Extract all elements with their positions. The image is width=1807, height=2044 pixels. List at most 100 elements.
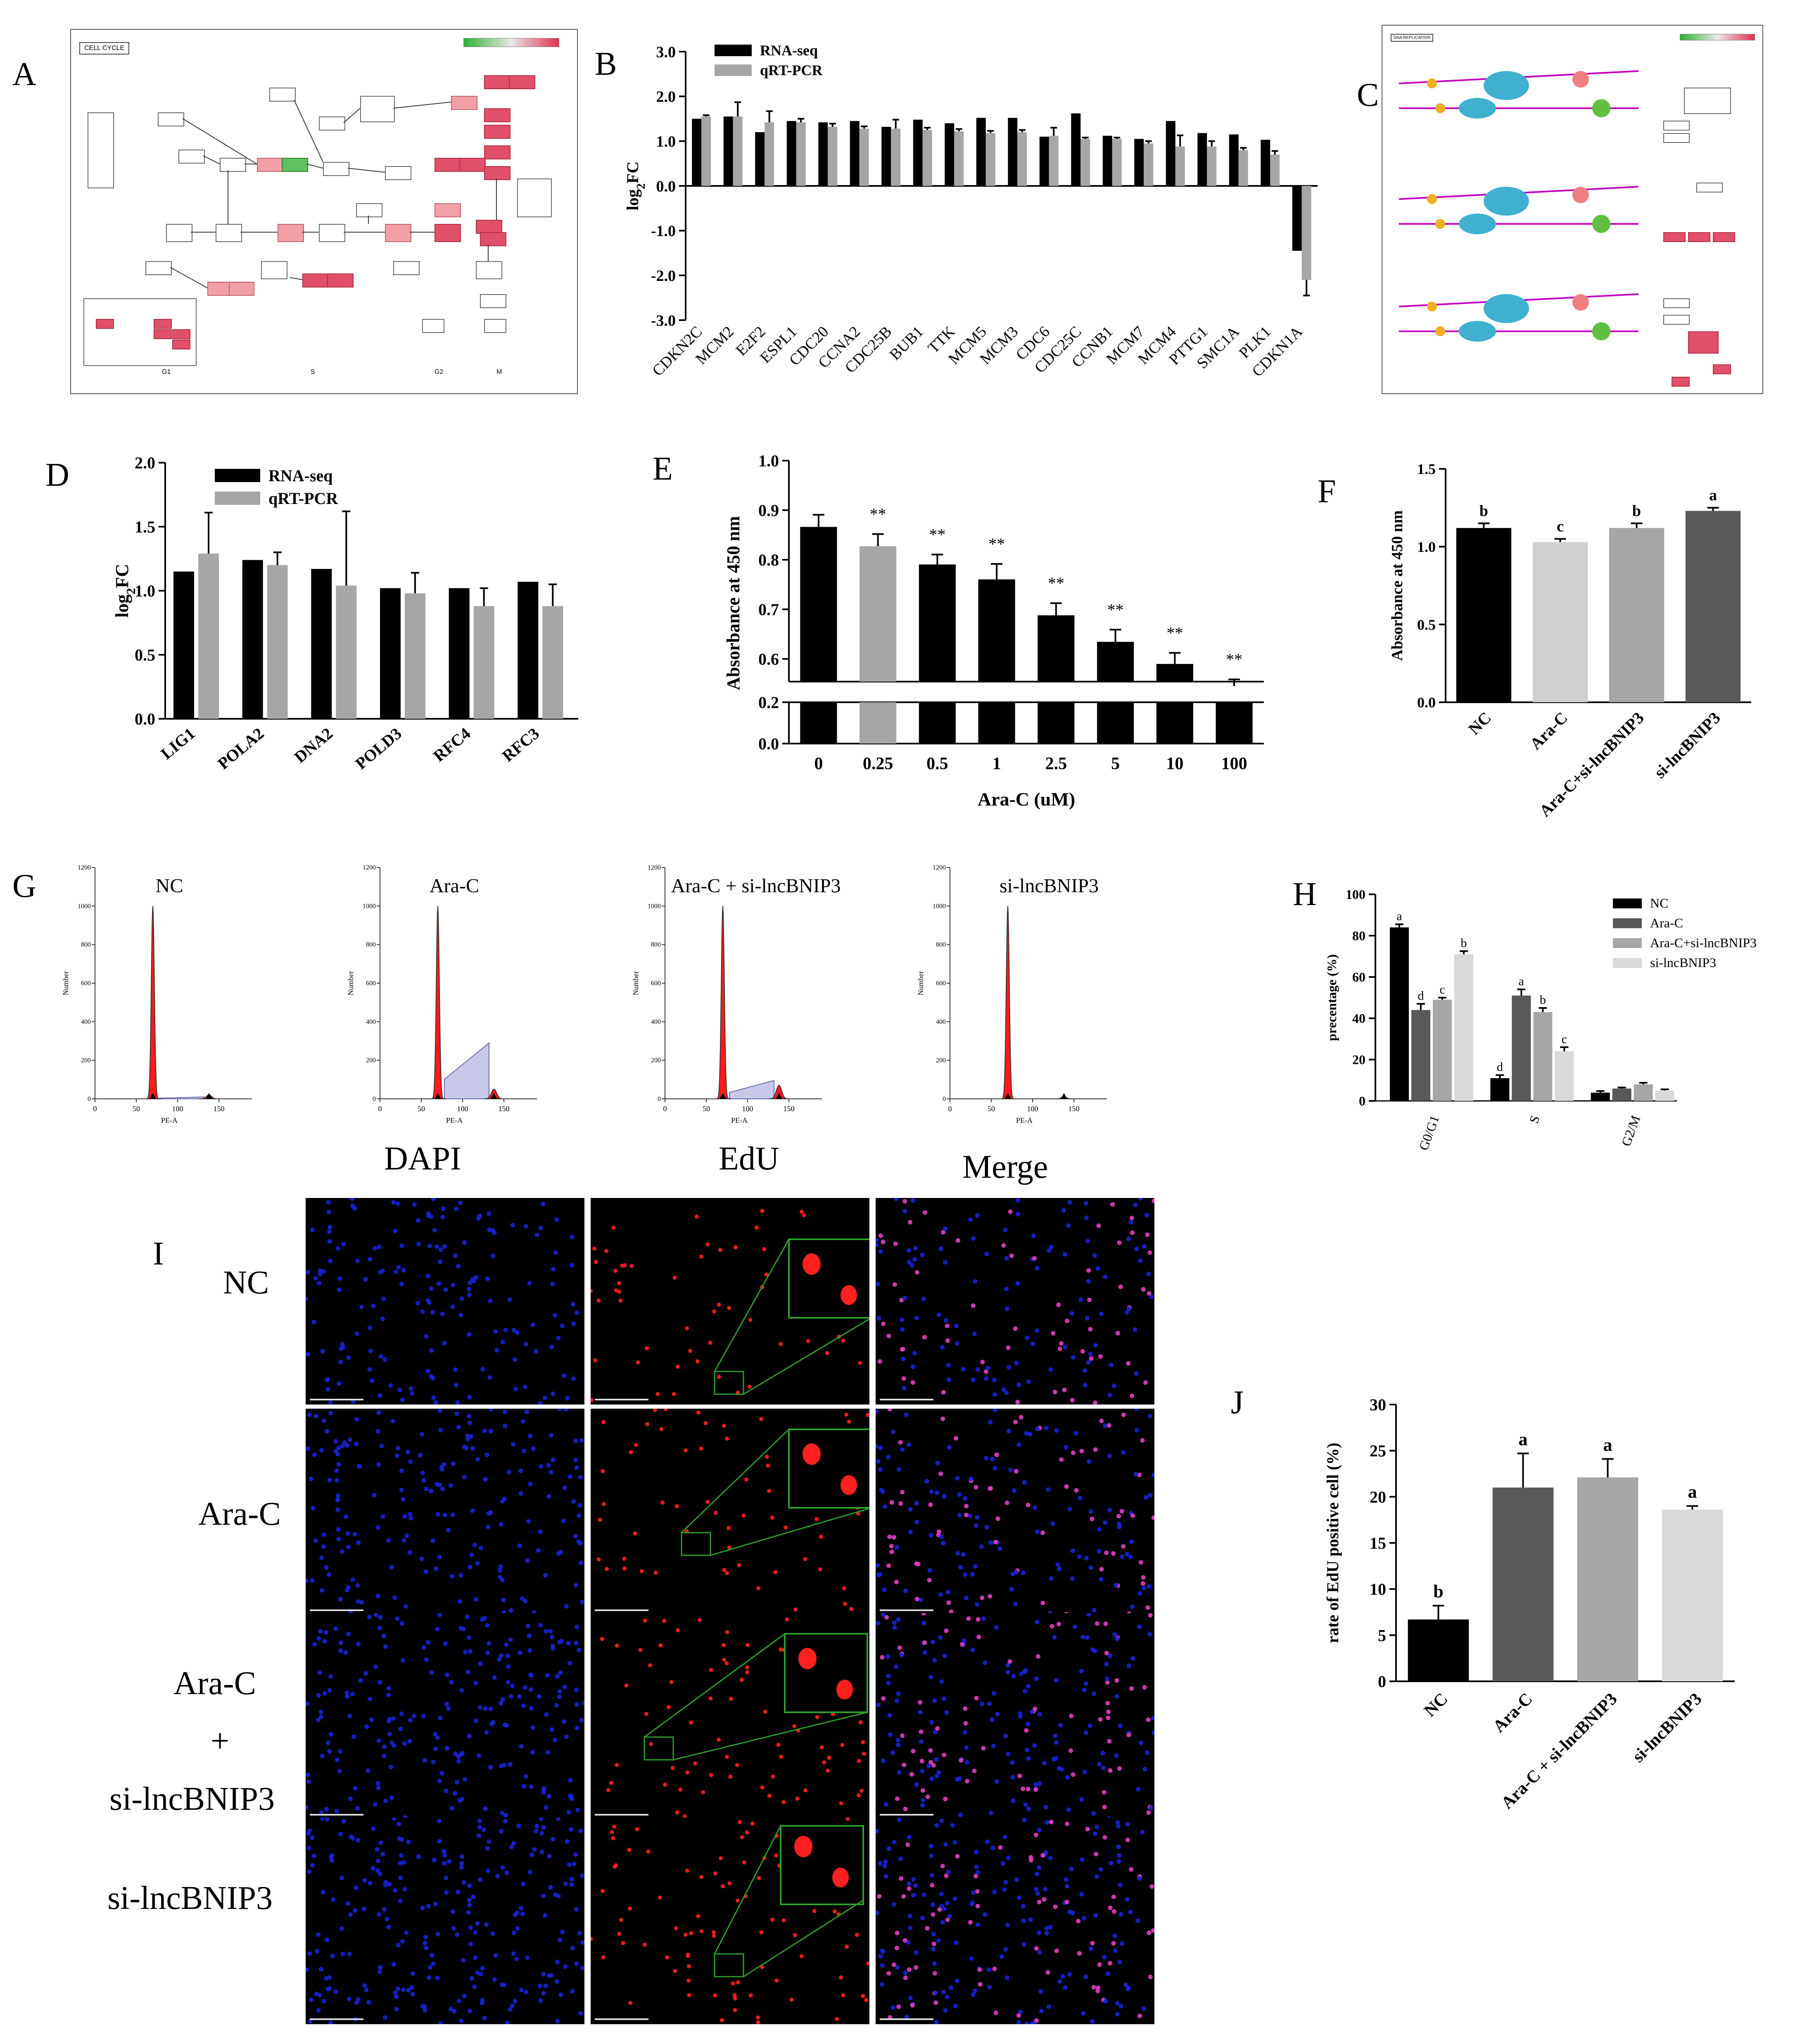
cell-nucleus (994, 1625, 999, 1630)
chart-g-x-tick-label: 150 (784, 1105, 795, 1113)
cell-nucleus (905, 1842, 910, 1847)
cell-nucleus (549, 1345, 554, 1350)
cell-nucleus (565, 1839, 570, 1844)
cell-nucleus (886, 1563, 891, 1568)
cell-nucleus (557, 1409, 562, 1412)
cell-nucleus (472, 1984, 477, 1989)
cell-nucleus (718, 1248, 722, 1252)
primase-shape (1572, 187, 1589, 203)
cell-nucleus (402, 1741, 407, 1746)
kegg-node (1684, 88, 1731, 114)
cell-nucleus (1018, 1711, 1023, 1716)
kegg-phase-g1: G1 (162, 368, 171, 376)
chart-g-y-tick-label: 1000 (933, 903, 946, 910)
cell-nucleus (554, 1979, 559, 1984)
cell-nucleus (426, 1274, 431, 1279)
chart-e-upper-y-tick-label: 0.6 (758, 650, 779, 668)
cell-nucleus (896, 2004, 901, 2009)
cell-nucleus (418, 1453, 423, 1458)
cell-nucleus (397, 1836, 402, 1841)
cell-nucleus (306, 1446, 310, 1451)
chart-f-bar (1456, 528, 1512, 702)
cell-nucleus (1139, 1560, 1144, 1565)
cell-nucleus (324, 1565, 329, 1570)
chart-d-bar (198, 554, 219, 719)
cell-nucleus (947, 1913, 952, 1918)
cell-nucleus (819, 1745, 824, 1749)
cell-nucleus (578, 1828, 583, 1833)
cell-nucleus (1035, 1426, 1040, 1431)
cell-nucleus (1045, 1820, 1050, 1825)
cell-nucleus (378, 1840, 383, 1845)
cell-nucleus (467, 1414, 472, 1419)
cell-nucleus (803, 1788, 808, 1793)
cell-nucleus (563, 1964, 568, 1969)
cell-nucleus (487, 1839, 492, 1844)
cell-nucleus (456, 1890, 461, 1894)
cell-nucleus (1130, 1604, 1135, 1609)
cell-nucleus (483, 1477, 488, 1482)
cell-nucleus (666, 1705, 671, 1709)
cell-nucleus (878, 1249, 883, 1254)
cell-nucleus (812, 1909, 817, 1913)
chart-b-bar (818, 122, 828, 186)
chart-e-bar (800, 527, 837, 682)
cell-nucleus (433, 1901, 438, 1906)
cell-nucleus (322, 1532, 327, 1537)
cell-nucleus (921, 1892, 926, 1897)
cell-nucleus (1045, 1970, 1050, 1975)
cell-nucleus (712, 1309, 717, 1314)
cell-nucleus (929, 1776, 934, 1781)
cell-nucleus (1118, 2004, 1123, 2008)
chart-f-y-tick-label: 1.0 (1417, 539, 1436, 555)
cell-nucleus (1021, 1786, 1026, 1791)
cell-nucleus (1097, 1962, 1102, 1967)
zoom-connector (673, 1711, 868, 1761)
kegg-node (1688, 331, 1719, 354)
cell-nucleus (1033, 1787, 1038, 1792)
cell-nucleus (770, 1917, 774, 1922)
cell-nucleus (914, 1270, 919, 1275)
microscopy-tile (876, 1409, 1154, 1615)
cell-nucleus (955, 1854, 960, 1859)
cell-nucleus (517, 1694, 522, 1699)
cell-nucleus (930, 1883, 935, 1888)
cell-nucleus (1102, 1835, 1107, 1840)
cell-nucleus (350, 1203, 355, 1208)
cell-nucleus (505, 1653, 510, 1658)
cell-nucleus (1111, 1894, 1116, 1899)
cell-nucleus (373, 1613, 378, 1617)
cell-nucleus (1106, 1709, 1111, 1714)
cell-nucleus (663, 1783, 667, 1787)
zoom-inset-box (788, 1238, 869, 1319)
cell-nucleus (1033, 1782, 1038, 1787)
cell-nucleus (1009, 1253, 1014, 1258)
chart-b-bar (692, 119, 702, 186)
cell-nucleus (1112, 1933, 1117, 1938)
kegg-node (484, 108, 511, 122)
chart-h-letter: a (1396, 910, 1402, 923)
cell-nucleus (955, 1978, 959, 1983)
kegg-node (1663, 133, 1690, 143)
cell-nucleus (1119, 1509, 1124, 1514)
cell-nucleus (881, 1696, 886, 1701)
cell-nucleus (309, 1997, 314, 2002)
cell-nucleus (964, 1745, 969, 1750)
cell-nucleus (550, 1281, 555, 1286)
cell-nucleus (498, 1564, 503, 1569)
cell-nucleus (613, 1269, 618, 1273)
chart-g-y-tick-label: 800 (651, 941, 661, 948)
cell-nucleus (477, 1705, 482, 1710)
cell-nucleus (919, 1729, 924, 1734)
chart-d-bar (173, 571, 194, 719)
cell-nucleus (366, 1768, 370, 1773)
cell-nucleus (341, 1819, 346, 1824)
cell-nucleus (407, 1550, 412, 1555)
cell-nucleus (886, 1971, 891, 1976)
cell-nucleus (503, 1723, 508, 1728)
cell-nucleus (538, 1983, 543, 1988)
cell-nucleus (994, 1452, 999, 1457)
chart-g-y-tick-label: 0 (658, 1096, 661, 1103)
cell-nucleus (1080, 1635, 1085, 1640)
